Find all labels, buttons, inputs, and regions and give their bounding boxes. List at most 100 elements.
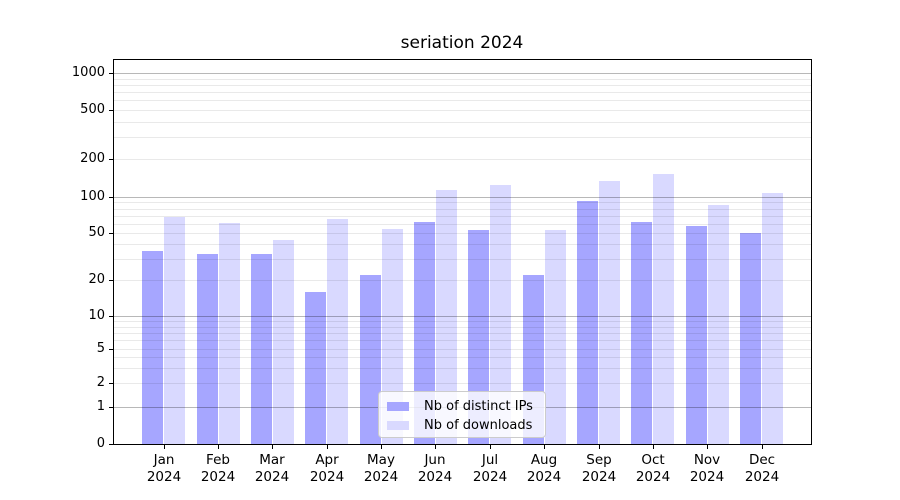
bar-downloads-may bbox=[381, 229, 403, 444]
gridline-minor bbox=[113, 224, 811, 225]
gridline-minor bbox=[113, 244, 811, 245]
y-tick-mark bbox=[109, 159, 113, 160]
legend-item: Nb of distinct IPs bbox=[387, 397, 537, 416]
bar-downloads-mar bbox=[272, 239, 294, 444]
gridline-major bbox=[113, 73, 811, 74]
chart-title: seriation 2024 bbox=[400, 33, 524, 53]
x-tick-label: Nov 2024 bbox=[689, 452, 725, 485]
bar-downloads-nov bbox=[707, 205, 729, 444]
y-tick-mark bbox=[109, 349, 113, 350]
legend-swatch-distinct-ips bbox=[387, 402, 409, 411]
x-tick-mark bbox=[381, 445, 382, 449]
x-tick-label: Apr 2024 bbox=[309, 452, 345, 485]
gridline-minor bbox=[113, 321, 811, 322]
bar-distinct-ips-oct bbox=[631, 221, 653, 444]
bar-distinct-ips-may bbox=[359, 275, 381, 444]
gridline-minor bbox=[113, 85, 811, 86]
bar-distinct-ips-jul bbox=[468, 230, 490, 444]
x-tick-label: Jun 2024 bbox=[417, 452, 453, 485]
gridline-minor bbox=[113, 100, 811, 101]
y-tick-mark bbox=[109, 316, 113, 317]
x-tick-mark bbox=[272, 445, 273, 449]
bar-downloads-sep bbox=[599, 180, 621, 444]
y-tick-mark bbox=[109, 280, 113, 281]
x-tick-mark bbox=[762, 445, 763, 449]
gridline-major bbox=[113, 316, 811, 317]
x-tick-label: Mar 2024 bbox=[254, 452, 290, 485]
bar-distinct-ips-dec bbox=[740, 233, 762, 444]
y-tick-mark bbox=[109, 383, 113, 384]
bar-distinct-ips-feb bbox=[196, 254, 218, 444]
bar-downloads-dec bbox=[762, 193, 784, 444]
gridline-minor bbox=[113, 349, 811, 350]
x-tick-mark bbox=[218, 445, 219, 449]
bar-distinct-ips-apr bbox=[305, 291, 327, 444]
y-tick-label: 10 bbox=[88, 308, 105, 323]
x-tick-mark bbox=[544, 445, 545, 449]
bar-downloads-jun bbox=[435, 189, 457, 444]
bar-downloads-apr bbox=[327, 218, 349, 444]
gridline-minor bbox=[113, 357, 811, 358]
gridline-minor bbox=[113, 137, 811, 138]
gridline-minor bbox=[113, 340, 811, 341]
gridline-minor bbox=[113, 368, 811, 369]
x-tick-label: Sep 2024 bbox=[581, 452, 617, 485]
bar-distinct-ips-mar bbox=[250, 254, 272, 444]
x-tick-mark bbox=[599, 445, 600, 449]
x-tick-label: Dec 2024 bbox=[744, 452, 780, 485]
y-tick-label: 200 bbox=[80, 151, 105, 166]
gridline-minor bbox=[113, 280, 811, 281]
gridline-minor bbox=[113, 259, 811, 260]
legend-label: Nb of distinct IPs bbox=[424, 399, 533, 414]
y-tick-label: 5 bbox=[96, 341, 105, 356]
x-tick-label: Jan 2024 bbox=[146, 452, 182, 485]
y-tick-mark bbox=[109, 444, 113, 445]
bar-distinct-ips-jun bbox=[413, 221, 435, 444]
x-tick-mark bbox=[653, 445, 654, 449]
y-tick-label: 0 bbox=[96, 436, 105, 451]
gridline-minor bbox=[113, 327, 811, 328]
gridline-minor bbox=[113, 233, 811, 234]
bar-downloads-jan bbox=[164, 217, 186, 444]
legend-label: Nb of downloads bbox=[424, 418, 533, 433]
y-tick-label: 1000 bbox=[71, 65, 105, 80]
y-tick-mark bbox=[109, 73, 113, 74]
gridline-minor bbox=[113, 122, 811, 123]
x-tick-mark bbox=[707, 445, 708, 449]
gridline-minor bbox=[113, 202, 811, 203]
gridline-minor bbox=[113, 216, 811, 217]
gridline-minor bbox=[113, 159, 811, 160]
gridline-minor bbox=[113, 92, 811, 93]
gridline-minor bbox=[113, 110, 811, 111]
y-tick-mark bbox=[109, 110, 113, 111]
x-tick-label: Jul 2024 bbox=[472, 452, 508, 485]
gridline-minor bbox=[113, 333, 811, 334]
y-tick-label: 500 bbox=[80, 102, 105, 117]
x-tick-label: May 2024 bbox=[363, 452, 399, 485]
bar-downloads-feb bbox=[218, 222, 240, 444]
bar-distinct-ips-nov bbox=[685, 226, 707, 444]
legend-swatch-downloads bbox=[387, 421, 409, 430]
y-tick-label: 1 bbox=[96, 399, 105, 414]
y-tick-label: 50 bbox=[88, 225, 105, 240]
gridline-major bbox=[113, 197, 811, 198]
bar-downloads-oct bbox=[653, 174, 675, 444]
bar-downloads-aug bbox=[544, 230, 566, 444]
y-tick-mark bbox=[109, 233, 113, 234]
x-tick-mark bbox=[490, 445, 491, 449]
y-tick-mark bbox=[109, 197, 113, 198]
gridline-minor bbox=[113, 79, 811, 80]
x-tick-mark bbox=[164, 445, 165, 449]
bar-distinct-ips-jan bbox=[142, 251, 164, 444]
x-tick-label: Oct 2024 bbox=[635, 452, 671, 485]
y-tick-label: 2 bbox=[96, 375, 105, 390]
gridline-minor bbox=[113, 209, 811, 210]
x-tick-mark bbox=[435, 445, 436, 449]
gridline-minor bbox=[113, 383, 811, 384]
bar-distinct-ips-sep bbox=[577, 201, 599, 444]
legend: Nb of distinct IPs Nb of downloads bbox=[378, 391, 546, 438]
bar-downloads-jul bbox=[490, 184, 512, 444]
x-tick-label: Aug 2024 bbox=[526, 452, 562, 485]
y-tick-mark bbox=[109, 407, 113, 408]
